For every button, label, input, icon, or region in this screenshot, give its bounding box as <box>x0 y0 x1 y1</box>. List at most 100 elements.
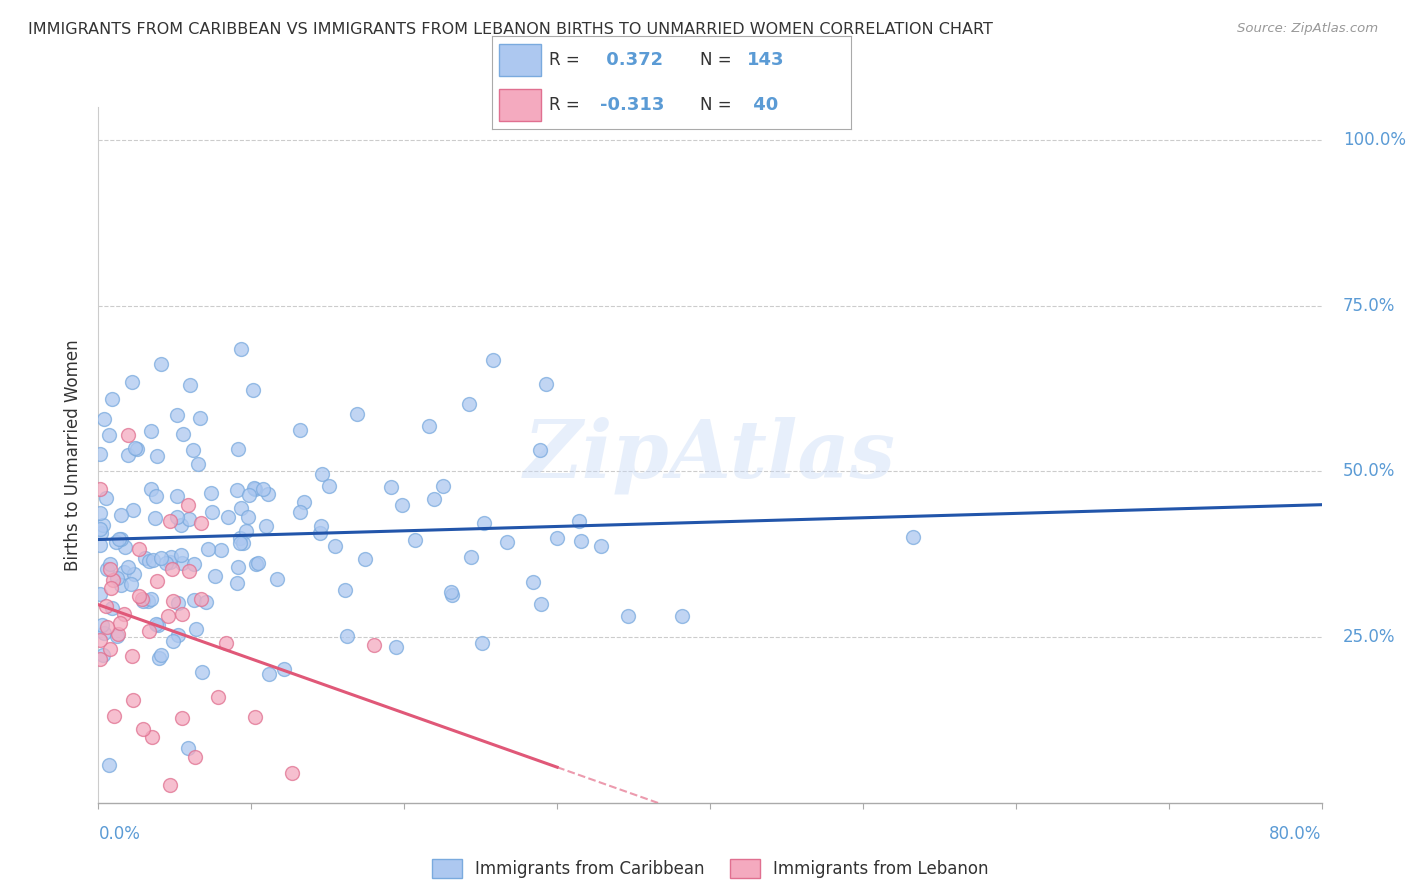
Point <box>177 512 200 526</box>
Point <box>136 594 159 608</box>
Point <box>288 505 311 519</box>
Point <box>247 556 270 570</box>
Point <box>245 558 267 572</box>
Point <box>105 571 128 585</box>
Point <box>323 540 346 554</box>
Point <box>404 533 426 547</box>
Point <box>125 442 148 456</box>
Point <box>128 541 150 556</box>
Point <box>93 411 115 425</box>
Point <box>257 666 280 681</box>
Point <box>91 517 114 532</box>
Point <box>209 542 232 557</box>
Point <box>146 574 169 589</box>
Point <box>108 616 131 631</box>
Point <box>156 608 179 623</box>
Point <box>471 636 494 650</box>
Point <box>380 480 402 494</box>
Point <box>117 560 139 574</box>
Point <box>318 479 340 493</box>
Point <box>112 565 135 579</box>
Point <box>177 499 200 513</box>
Point <box>235 524 257 538</box>
Point <box>143 511 166 525</box>
Point <box>217 510 239 524</box>
Point <box>139 591 162 606</box>
Point <box>232 536 254 550</box>
Point <box>120 576 142 591</box>
Point <box>98 427 121 442</box>
Point <box>98 757 121 772</box>
Point <box>273 662 295 676</box>
Point <box>145 490 167 504</box>
Point <box>254 519 277 533</box>
Text: R =: R = <box>550 96 585 114</box>
Point <box>225 575 247 590</box>
Point <box>128 589 150 603</box>
Point <box>183 593 205 607</box>
Point <box>139 424 162 438</box>
Point <box>110 508 132 522</box>
Point <box>190 516 212 530</box>
Point <box>228 442 250 457</box>
Point <box>100 581 122 595</box>
Point <box>103 709 125 723</box>
Text: 25.0%: 25.0% <box>1343 628 1395 646</box>
FancyBboxPatch shape <box>499 44 540 76</box>
Point <box>142 552 165 566</box>
Point <box>155 556 177 570</box>
Point <box>529 442 551 457</box>
Point <box>177 740 200 755</box>
Point <box>145 616 167 631</box>
Point <box>91 648 114 662</box>
Point <box>385 640 408 655</box>
Point <box>89 538 111 552</box>
Point <box>333 582 356 597</box>
Text: 40: 40 <box>747 96 778 114</box>
Text: IMMIGRANTS FROM CARIBBEAN VS IMMIGRANTS FROM LEBANON BIRTHS TO UNMARRIED WOMEN C: IMMIGRANTS FROM CARIBBEAN VS IMMIGRANTS … <box>28 22 993 37</box>
Point <box>257 487 280 501</box>
Text: N =: N = <box>700 51 737 69</box>
Point <box>418 419 440 434</box>
Point <box>308 526 330 541</box>
Point <box>105 629 128 643</box>
Point <box>105 535 128 549</box>
Point <box>89 483 111 497</box>
Text: N =: N = <box>700 96 737 114</box>
Point <box>336 629 359 643</box>
Point <box>132 722 155 736</box>
Point <box>141 730 163 744</box>
Point <box>238 510 260 524</box>
Point <box>89 522 111 536</box>
Point <box>160 550 183 565</box>
Point <box>159 555 181 569</box>
Point <box>294 495 316 509</box>
Point <box>117 428 139 442</box>
Point <box>166 510 188 524</box>
Point <box>167 596 190 610</box>
Point <box>589 539 612 553</box>
Point <box>94 599 117 614</box>
Point <box>229 536 252 550</box>
Point <box>569 533 592 548</box>
Text: 100.0%: 100.0% <box>1343 131 1406 149</box>
Point <box>242 481 264 495</box>
Point <box>179 377 201 392</box>
Point <box>226 560 249 574</box>
Point <box>146 449 169 463</box>
Point <box>482 353 505 368</box>
Point <box>132 594 155 608</box>
Point <box>311 467 333 482</box>
Point <box>146 617 169 632</box>
Point <box>96 562 118 576</box>
Point <box>201 505 224 519</box>
Point <box>901 530 924 544</box>
Legend: Immigrants from Caribbean, Immigrants from Lebanon: Immigrants from Caribbean, Immigrants fr… <box>425 853 995 885</box>
Point <box>149 357 172 371</box>
Point <box>440 589 463 603</box>
Point <box>190 591 212 606</box>
Point <box>138 554 160 568</box>
Point <box>162 633 184 648</box>
Point <box>191 665 214 679</box>
Point <box>458 397 481 411</box>
